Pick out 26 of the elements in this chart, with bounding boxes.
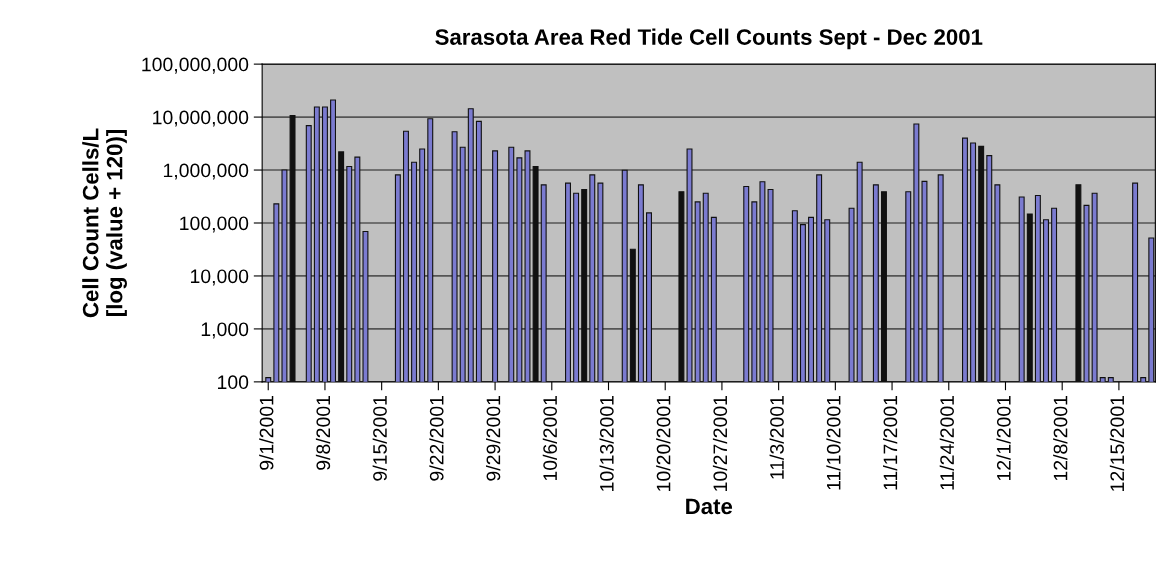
x-tick-label: 12/15/2001 [1109, 396, 1125, 491]
x-tick-label: 12/1/2001 [996, 396, 1011, 481]
chart-title: Sarasota Area Red Tide Cell Counts Sept - Dec 2001 [435, 28, 983, 50]
x-tick-label: 11/17/2001 [883, 396, 898, 490]
x-tick-label: 12/8/2001 [1053, 396, 1068, 481]
x-tick-label: 10/27/2001 [712, 396, 728, 491]
x-tick-label: 10/6/2001 [542, 396, 558, 481]
x-tick-label: 9/29/2001 [486, 396, 501, 481]
x-tick-label: 9/8/2001 [315, 396, 331, 470]
y-tick-label: 100,000 [180, 216, 249, 233]
x-tick-label: 10/20/2001 [656, 396, 671, 491]
x-tick-label: 9/15/2001 [372, 396, 387, 481]
x-tick-label: 9/22/2001 [429, 396, 444, 481]
y-tick-label: 1,000 [201, 322, 249, 339]
x-tick-label: 11/3/2001 [769, 396, 784, 479]
y-tick-label: 1,000,000 [163, 163, 249, 180]
y-tick-label: 10,000,000 [153, 110, 249, 127]
y-tick-label: 100,000,000 [142, 57, 249, 74]
x-tick-label: 9/1/2001 [259, 396, 274, 470]
x-tick-label: 11/24/2001 [939, 396, 954, 490]
y-tick-label: 100 [218, 375, 249, 390]
x-tick-label: 11/10/2001 [826, 396, 841, 490]
y-tick-label: 10,000 [190, 269, 249, 286]
x-tick-label: 10/13/2001 [599, 396, 614, 491]
y-axis-title: Cell Count Cells/L [log (value + 120)] [82, 128, 127, 318]
x-axis-title: Date [686, 498, 733, 515]
